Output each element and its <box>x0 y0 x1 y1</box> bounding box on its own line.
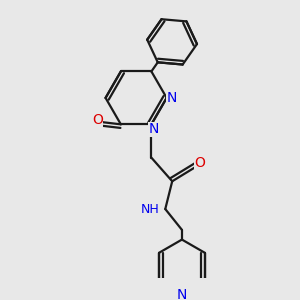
Text: O: O <box>92 113 103 127</box>
Text: N: N <box>177 288 187 300</box>
Text: N: N <box>149 122 159 136</box>
Text: O: O <box>194 156 206 170</box>
Text: N: N <box>167 91 177 105</box>
Text: NH: NH <box>141 202 159 215</box>
